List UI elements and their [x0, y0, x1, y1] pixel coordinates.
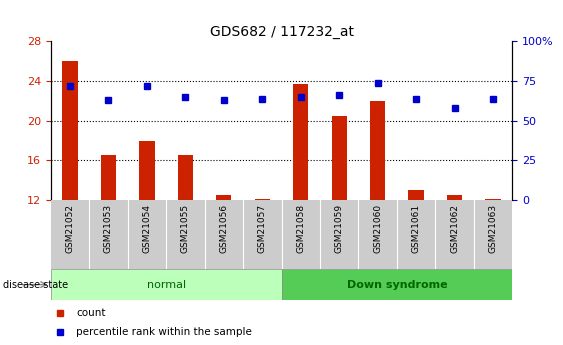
Text: GSM21061: GSM21061 — [412, 204, 421, 253]
Bar — [370, 101, 385, 200]
Text: GSM21063: GSM21063 — [489, 204, 498, 253]
Bar — [447, 195, 462, 200]
Bar — [282, 269, 512, 300]
Bar — [216, 195, 231, 200]
Bar — [51, 269, 282, 300]
Text: Down syndrome: Down syndrome — [347, 280, 447, 289]
Bar — [62, 61, 78, 200]
Text: count: count — [76, 308, 105, 318]
Text: GSM21054: GSM21054 — [142, 204, 151, 253]
Bar — [101, 156, 116, 200]
Text: GSM21062: GSM21062 — [450, 204, 459, 253]
Text: normal: normal — [146, 280, 186, 289]
Text: percentile rank within the sample: percentile rank within the sample — [76, 327, 252, 337]
Text: GSM21060: GSM21060 — [373, 204, 382, 253]
Bar — [332, 116, 347, 200]
Text: GSM21059: GSM21059 — [335, 204, 343, 253]
Bar — [409, 190, 424, 200]
Title: GDS682 / 117232_at: GDS682 / 117232_at — [209, 25, 354, 39]
Text: GSM21058: GSM21058 — [296, 204, 305, 253]
Bar — [139, 141, 154, 200]
Bar — [293, 84, 309, 200]
Bar — [178, 156, 193, 200]
Text: disease state: disease state — [3, 280, 68, 289]
Text: GSM21055: GSM21055 — [181, 204, 190, 253]
Bar — [485, 199, 501, 200]
Text: GSM21056: GSM21056 — [220, 204, 228, 253]
Bar — [254, 199, 270, 200]
Text: GSM21057: GSM21057 — [258, 204, 267, 253]
Text: GSM21053: GSM21053 — [104, 204, 113, 253]
Text: GSM21052: GSM21052 — [65, 204, 74, 253]
